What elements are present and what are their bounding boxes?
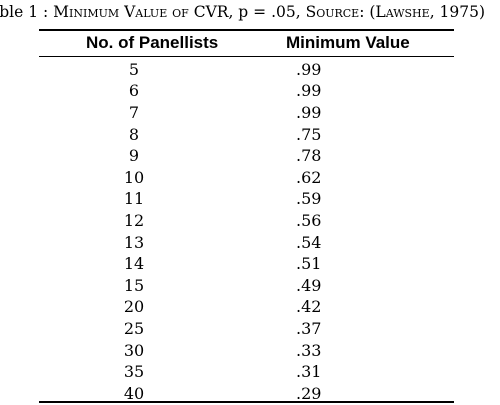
panellists-count-cell: 8 <box>128 124 140 144</box>
panellists-count-cell: 35 <box>123 362 145 382</box>
caption-source-year: , 1975) <box>429 3 486 21</box>
panellists-count-cell: 5 <box>128 59 140 79</box>
panellists-count-cell: 15 <box>123 275 145 295</box>
caption-source-label: Source <box>305 3 360 21</box>
table-row: 11.59 <box>39 189 454 211</box>
panellists-count-cell: 20 <box>123 297 145 317</box>
caption-params: , p = .05, <box>228 3 306 21</box>
table-row: 7.99 <box>39 102 454 124</box>
table-header-rule <box>39 56 454 57</box>
panellists-count-cell: 12 <box>123 210 145 230</box>
table-row: 14.51 <box>39 253 454 275</box>
table-row: 30.33 <box>39 340 454 362</box>
minimum-value-cell: .62 <box>296 167 322 187</box>
table-caption: able 1 : Minimum Value of CVR, p = .05, … <box>0 2 500 22</box>
caption-prefix: able 1 : <box>0 3 49 21</box>
table-top-rule <box>39 29 454 31</box>
minimum-value-cell: .54 <box>296 232 322 252</box>
table-row: 5.99 <box>39 59 454 81</box>
minimum-value-cell: .42 <box>296 297 322 317</box>
table-row: 20.42 <box>39 297 454 319</box>
panellists-count-cell: 11 <box>123 189 145 209</box>
panellists-count-cell: 10 <box>123 167 145 187</box>
table-row: 25.37 <box>39 318 454 340</box>
panellists-count-cell: 7 <box>128 102 140 122</box>
minimum-value-cell: .56 <box>296 210 322 230</box>
minimum-value-cell: .37 <box>296 318 322 338</box>
table-row: 13.54 <box>39 232 454 254</box>
caption-title: Minimum Value of CVR <box>53 3 229 21</box>
minimum-value-cell: .99 <box>296 102 322 122</box>
table-row: 35.31 <box>39 361 454 383</box>
table-bottom-rule <box>39 401 454 403</box>
table-row: 15.49 <box>39 275 454 297</box>
minimum-value-cell: .51 <box>296 254 322 274</box>
panellists-count-cell: 40 <box>123 383 145 403</box>
table-row: 9.78 <box>39 145 454 167</box>
minimum-value-cell: .75 <box>296 124 322 144</box>
table-row: 8.75 <box>39 124 454 146</box>
panellists-count-cell: 30 <box>123 340 145 360</box>
caption-source-mid: : ( <box>359 3 376 21</box>
minimum-value-cell: .59 <box>296 189 322 209</box>
caption-source-name: Lawshe <box>375 3 430 21</box>
minimum-value-cell: .31 <box>296 362 322 382</box>
panellists-count-cell: 25 <box>123 318 145 338</box>
column-header-panellists: No. of Panellists <box>86 33 219 52</box>
minimum-value-cell: .99 <box>296 59 322 79</box>
minimum-value-cell: .78 <box>296 146 322 166</box>
column-header-minimum-value: Minimum Value <box>286 33 410 52</box>
panellists-count-cell: 9 <box>128 146 140 166</box>
table-row: 6.99 <box>39 81 454 103</box>
minimum-value-cell: .49 <box>296 275 322 295</box>
table-row: 40.29 <box>39 383 454 405</box>
panellists-count-cell: 6 <box>128 81 140 101</box>
panellists-count-cell: 14 <box>123 254 145 274</box>
table-row: 12.56 <box>39 210 454 232</box>
minimum-value-cell: .29 <box>296 383 322 403</box>
minimum-value-cell: .33 <box>296 340 322 360</box>
table-body: 5.99 6.99 7.99 8.75 9.78 10.62 11.59 12.56 13.54… <box>39 59 454 405</box>
table-row: 10.62 <box>39 167 454 189</box>
minimum-value-cell: .99 <box>296 81 322 101</box>
panellists-count-cell: 13 <box>123 232 145 252</box>
